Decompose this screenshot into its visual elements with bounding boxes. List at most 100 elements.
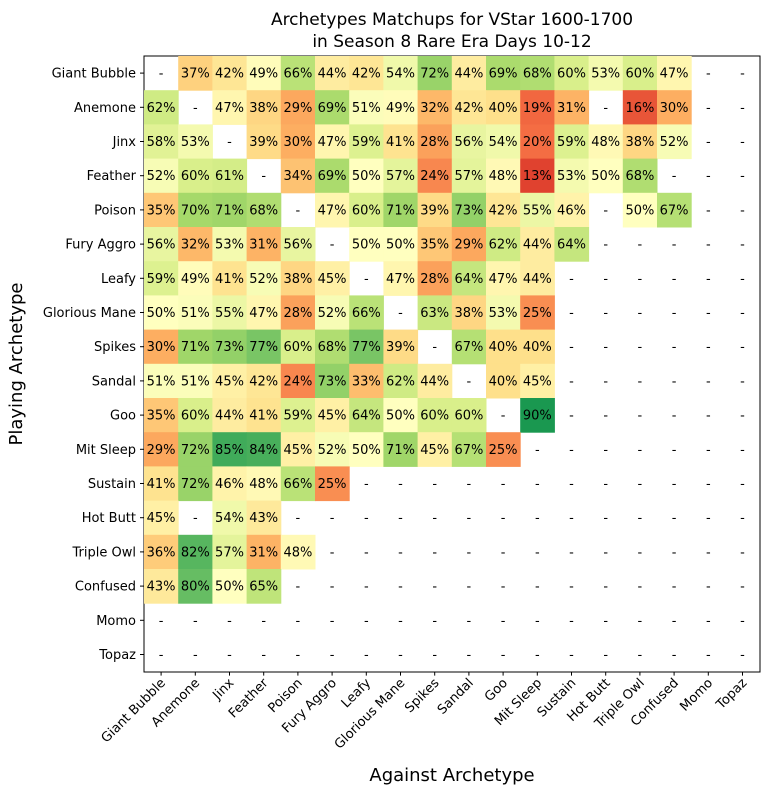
cell-value-label: - [296,580,301,595]
heatmap-cell [520,363,555,399]
heatmap-cell [280,56,316,91]
heatmap-cell [451,158,487,194]
cell-value-label: 28% [420,135,449,150]
cell-value-label: - [638,545,643,560]
cell-value-label: 30% [283,135,312,150]
heatmap-cell [520,295,555,331]
cell-value-label: 53% [557,169,586,184]
cell-value-label: 16% [625,101,654,116]
cell-value-label: 67% [660,203,689,218]
heatmap-cell [178,432,213,467]
heatmap-cell [657,124,692,160]
heatmap-cell [520,56,555,91]
cell-value-label: 45% [215,374,244,389]
y-tick-label: Mit Sleep [76,443,136,458]
cell-value-label: - [706,580,711,595]
cell-value-label: - [603,340,608,355]
cell-value-label: - [706,135,711,150]
cell-value-label: 56% [283,238,312,253]
cell-value-label: - [638,340,643,355]
heatmap-cell [451,124,487,160]
heatmap-cell [178,158,213,194]
cell-value-label: - [159,614,164,629]
heatmap-cell [212,90,248,125]
cell-value-label: 48% [489,169,518,184]
cell-value-label: - [398,477,403,492]
heatmap-cell [417,158,453,194]
heatmap-cell [144,466,179,502]
heatmap-cell [246,261,282,296]
cell-value-label: - [261,169,266,184]
heatmap-cell [315,363,350,399]
heatmap-cell [520,192,555,228]
heatmap-cell [622,90,658,125]
x-tick-label: Jinx [209,676,237,704]
cell-value-label: - [740,101,745,116]
cell-value-label: - [569,340,574,355]
cell-value-label: 46% [215,477,244,492]
heatmap-cell [144,363,179,399]
y-axis-label: Playing Archetype [6,282,27,445]
heatmap-cell [554,56,590,91]
heatmap-cell [144,500,179,536]
heatmap-cell [451,329,487,365]
heatmap-cell [486,329,521,365]
cell-value-label: 50% [386,409,415,424]
cell-value-label: - [603,238,608,253]
cell-value-label: 19% [523,101,552,116]
cell-value-label: 50% [215,580,244,595]
heatmap-cell [451,398,487,433]
cell-value-label: - [501,614,506,629]
cell-value-label: - [364,545,369,560]
cell-value-label: 41% [386,135,415,150]
heatmap-cell [486,295,521,331]
cell-value-label: 40% [489,340,518,355]
cell-value-label: - [706,545,711,560]
heatmap-cell [383,363,419,399]
heatmap-cell [246,466,282,502]
heatmap-cell [178,329,213,365]
heatmap-cell [315,90,350,125]
cell-value-label: 69% [318,169,347,184]
cell-value-label: - [603,614,608,629]
cell-value-label: - [535,580,540,595]
heatmap-cell [486,124,521,160]
heatmap-cell [212,56,248,91]
heatmap-cell [212,398,248,433]
cell-value-label: 29% [147,443,176,458]
cell-value-label: 43% [249,511,278,526]
cell-value-label: 50% [352,169,381,184]
cell-value-label: - [706,477,711,492]
cell-value-label: 44% [523,272,552,287]
heatmap-cell [212,158,248,194]
cell-value-label: 45% [147,511,176,526]
cell-value-label: 50% [591,169,620,184]
cell-value-label: - [330,648,335,663]
cell-value-label: - [706,648,711,663]
heatmap-cell [315,466,350,502]
cell-value-label: 44% [454,67,483,82]
cell-value-label: - [706,374,711,389]
cell-value-label: - [364,477,369,492]
cell-value-label: - [706,203,711,218]
heatmap-cell [246,398,282,433]
heatmap-cell [383,432,419,467]
y-tick-label: Poison [94,203,136,218]
cell-value-label: - [603,511,608,526]
cell-value-label: 42% [215,67,244,82]
heatmap-cell [144,569,179,604]
cell-value-label: - [740,203,745,218]
cell-value-label: - [330,238,335,253]
heatmap-cell [417,398,453,433]
y-tick-label: Giant Bubble [52,67,136,82]
cell-value-label: - [638,580,643,595]
cell-value-label: 73% [454,203,483,218]
cell-value-label: 25% [523,306,552,321]
heatmap-cell [212,295,248,331]
y-tick-label: Sandal [92,374,136,389]
cell-value-label: - [638,238,643,253]
heatmap-cell [280,227,316,262]
cell-value-label: 25% [318,477,347,492]
heatmap-cell [554,158,590,194]
cell-value-label: - [330,545,335,560]
